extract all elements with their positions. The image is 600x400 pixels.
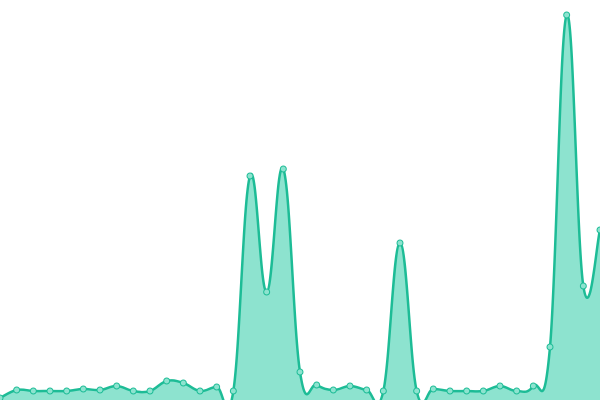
data-point [46, 387, 54, 395]
data-point [546, 343, 554, 351]
area-line [0, 13, 600, 400]
data-point [413, 387, 421, 395]
data-point [346, 382, 354, 390]
data-point [63, 387, 71, 395]
data-point [96, 386, 104, 394]
data-point [113, 382, 121, 390]
data-point [196, 387, 204, 395]
data-point [596, 226, 600, 234]
data-point [579, 282, 587, 290]
data-point [513, 387, 521, 395]
data-point [79, 385, 87, 393]
data-point [446, 387, 454, 395]
data-point [129, 387, 137, 395]
data-point [13, 386, 21, 394]
data-point [279, 165, 287, 173]
data-point [263, 288, 271, 296]
data-point [496, 382, 504, 390]
data-point [146, 387, 154, 395]
data-point [396, 239, 404, 247]
data-point [429, 385, 437, 393]
data-point [179, 379, 187, 387]
data-point [296, 368, 304, 376]
data-point [479, 387, 487, 395]
data-point [0, 394, 4, 400]
data-point [563, 11, 571, 19]
data-point [213, 383, 221, 391]
data-point [313, 381, 321, 389]
data-point [529, 382, 537, 390]
area-fill [0, 14, 600, 400]
data-point [363, 386, 371, 394]
data-point [379, 387, 387, 395]
data-point [163, 377, 171, 385]
data-point [463, 387, 471, 395]
data-point [329, 386, 337, 394]
data-point [229, 387, 237, 395]
data-point [29, 387, 37, 395]
data-point [246, 172, 254, 180]
